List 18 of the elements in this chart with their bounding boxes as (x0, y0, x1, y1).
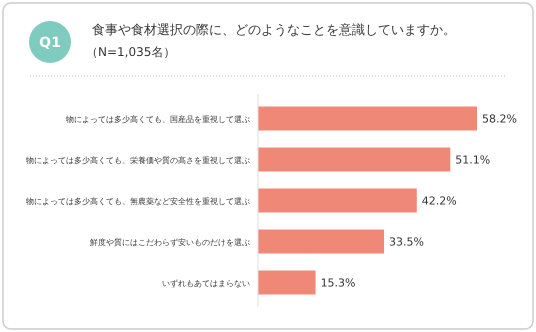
data-label: 51.1% (455, 154, 490, 166)
bar (258, 106, 477, 130)
y-tick-label: 物によっては多少高くても、国産品を重視して選ぶ (66, 114, 250, 124)
data-label: 15.3% (320, 276, 356, 290)
chart-title: 食事や食材選択の際に、どのようなことを意識していますか。 (92, 23, 456, 38)
bar (258, 270, 316, 294)
y-tick-label: 物によっては多少高くても、無農薬など安全性を重視して選ぶ (26, 196, 250, 206)
y-tick-label: いずれもあてはまらない (162, 278, 250, 288)
data-label: 42.2% (422, 194, 457, 208)
text: （N=1,035名） (86, 45, 176, 59)
bar (258, 188, 417, 212)
data-label: 58.2% (482, 112, 517, 126)
bar (258, 148, 450, 172)
badge: Q1 (29, 21, 71, 63)
y-tick-label: 鮮度や質にはこだわらず安いものだけを選ぶ (90, 237, 250, 247)
data-label: 33.5% (389, 236, 424, 248)
bar (258, 230, 384, 254)
y-tick-label: 物によっては多少高くても、栄養価や質の高さを重視して選ぶ (26, 155, 250, 165)
